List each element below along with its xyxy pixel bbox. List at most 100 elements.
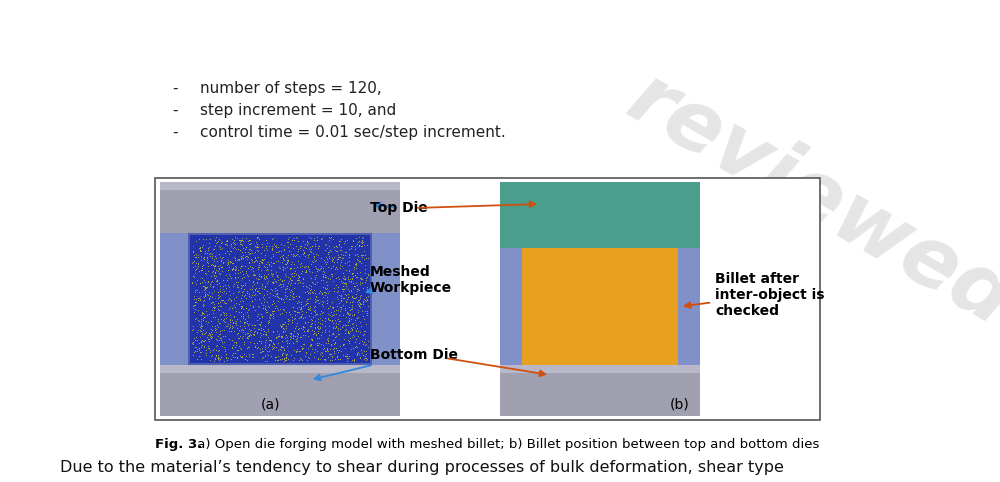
Point <box>234 288 250 296</box>
Point <box>286 346 302 354</box>
Point <box>285 244 301 252</box>
Point <box>221 305 237 313</box>
Point <box>295 282 311 290</box>
Point <box>284 292 300 300</box>
Point <box>325 242 341 250</box>
Point <box>225 318 241 326</box>
Point <box>194 322 210 330</box>
Point <box>212 253 228 261</box>
Point <box>184 322 200 330</box>
Point <box>263 271 279 279</box>
Point <box>284 259 300 267</box>
Point <box>240 299 256 307</box>
Point <box>201 288 217 296</box>
Point <box>311 299 327 307</box>
Point <box>247 287 263 295</box>
Point <box>347 324 363 332</box>
Point <box>275 338 291 346</box>
Point <box>213 239 229 246</box>
Point <box>225 293 241 300</box>
Point <box>256 278 272 286</box>
Point <box>296 338 312 346</box>
Point <box>320 325 336 333</box>
Point <box>354 279 370 287</box>
Point <box>331 299 347 307</box>
Point <box>218 271 234 279</box>
Point <box>202 293 218 300</box>
Point <box>197 292 213 300</box>
Point <box>312 323 328 331</box>
Point <box>330 324 346 332</box>
Point <box>345 269 361 277</box>
Point <box>201 250 217 257</box>
Point <box>300 325 316 333</box>
Point <box>309 334 325 342</box>
Point <box>352 275 368 282</box>
Point <box>207 294 223 302</box>
Point <box>185 281 201 289</box>
Point <box>301 355 317 362</box>
Point <box>351 296 367 304</box>
Point <box>339 357 355 364</box>
Point <box>335 311 351 319</box>
Point <box>281 339 297 347</box>
Point <box>261 274 277 281</box>
Point <box>339 354 355 362</box>
Point <box>247 327 263 335</box>
Point <box>339 309 355 317</box>
Point <box>218 299 234 307</box>
Point <box>321 274 337 281</box>
Point <box>244 255 260 263</box>
Point <box>359 311 375 319</box>
Point <box>202 281 218 288</box>
Point <box>208 247 224 255</box>
Point <box>302 341 318 349</box>
Point <box>201 335 217 343</box>
Point <box>350 296 366 304</box>
Bar <box>678 248 700 365</box>
Point <box>314 328 330 335</box>
Point <box>188 347 204 355</box>
Point <box>300 295 316 303</box>
Point <box>279 293 295 300</box>
Point <box>274 348 290 356</box>
Point <box>270 333 286 340</box>
Point <box>229 315 245 323</box>
Point <box>186 257 202 265</box>
Point <box>293 305 309 312</box>
Point <box>229 321 245 328</box>
Point <box>281 277 297 285</box>
Point <box>318 240 334 247</box>
Point <box>218 270 234 278</box>
Point <box>345 294 361 302</box>
Point <box>263 336 279 344</box>
Point <box>284 295 300 303</box>
Point <box>286 354 302 362</box>
Point <box>347 295 363 302</box>
Point <box>260 277 276 285</box>
Point <box>295 314 311 321</box>
Point <box>292 263 308 270</box>
Point <box>254 255 270 263</box>
Point <box>287 283 303 291</box>
Point <box>263 352 279 360</box>
Point <box>307 302 323 309</box>
Point <box>185 338 201 346</box>
Point <box>326 344 342 351</box>
Point <box>256 254 272 261</box>
Point <box>320 310 336 318</box>
Point <box>339 262 355 269</box>
Point <box>326 340 342 348</box>
Point <box>285 308 301 315</box>
Point <box>289 337 305 345</box>
Point <box>312 267 328 275</box>
Point <box>209 277 225 285</box>
Point <box>201 344 217 352</box>
Point <box>327 265 343 272</box>
Point <box>269 244 285 252</box>
Point <box>268 334 284 342</box>
Point <box>203 330 219 338</box>
Point <box>254 313 270 321</box>
Point <box>287 267 303 275</box>
Point <box>341 261 357 269</box>
